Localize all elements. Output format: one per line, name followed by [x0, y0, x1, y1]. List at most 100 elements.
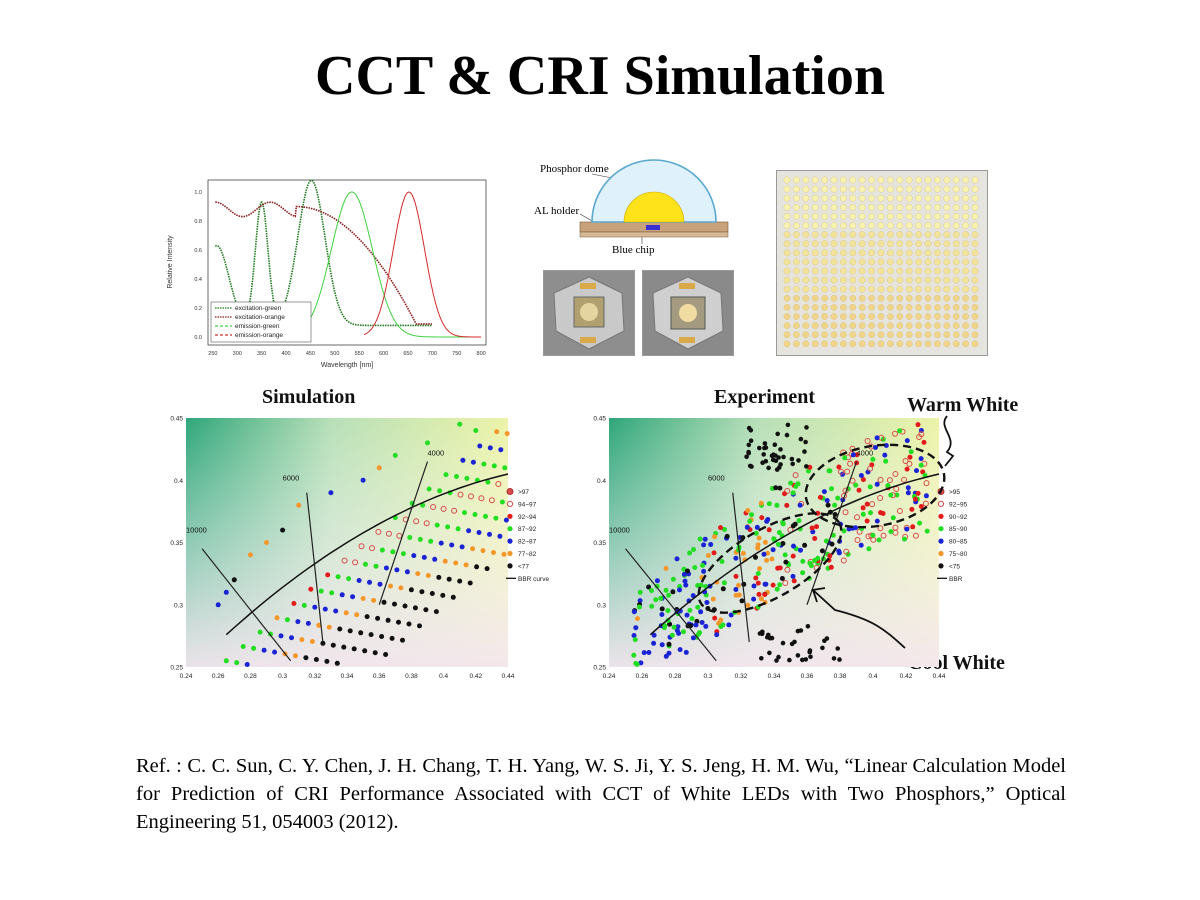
cri-point — [864, 438, 871, 444]
cri-point — [665, 608, 671, 614]
cri-point — [662, 623, 668, 629]
cri-point — [426, 486, 432, 492]
simulation-heading: Simulation — [262, 386, 356, 408]
cct-label-6000: 6000 — [708, 473, 725, 482]
cri-point — [312, 604, 318, 610]
cri-point — [485, 479, 491, 485]
legend-entry: 75~80 — [949, 551, 968, 558]
cri-point — [434, 522, 440, 528]
cri-point — [719, 559, 725, 564]
cri-point — [470, 546, 476, 552]
cri-point — [762, 592, 768, 597]
cri-point — [744, 524, 750, 530]
cri-point — [234, 660, 240, 666]
cri-point — [878, 510, 884, 516]
cri-point — [796, 458, 801, 463]
cri-point — [821, 489, 827, 495]
cri-point — [663, 587, 669, 593]
cri-point — [822, 638, 827, 644]
cri-point — [503, 517, 509, 523]
cri-point — [802, 449, 807, 454]
cri-point — [755, 571, 761, 576]
experiment-chart: 4000 6000 10000 0.24 0.26 0.28 0.3 0.32 0.34 0.3… — [593, 415, 968, 680]
cri-point — [247, 552, 253, 558]
legend-entry: 94~97 — [518, 501, 537, 508]
cri-point — [854, 514, 860, 521]
cri-point — [917, 520, 923, 526]
cri-point — [450, 594, 456, 600]
cri-point — [375, 615, 381, 621]
x-tick: 0.36 — [801, 673, 814, 680]
cri-point — [425, 440, 430, 446]
cri-point — [641, 650, 647, 656]
cri-point — [388, 583, 393, 589]
cri-point — [733, 592, 739, 598]
cri-point — [360, 477, 366, 483]
cri-point — [692, 565, 698, 570]
cri-point — [766, 501, 772, 507]
cri-point — [651, 640, 657, 646]
cri-point — [777, 582, 783, 588]
cri-point — [762, 581, 768, 587]
x-tick: 0.28 — [669, 673, 682, 680]
cri-point — [341, 557, 348, 564]
cri-point — [805, 624, 811, 629]
cri-point — [769, 556, 775, 562]
spectrum-legend-entry: emission-orange — [235, 332, 283, 339]
spectrum-y-ticks: 0.0 0.2 0.4 0.6 0.8 1.0 — [194, 190, 202, 341]
excitation-green-curve — [214, 179, 432, 327]
x-tick: 0.36 — [373, 673, 386, 680]
cri-point — [877, 525, 884, 532]
x-tick: 0.4 — [868, 673, 877, 680]
x-tick: 0.34 — [768, 673, 781, 680]
cri-point — [339, 592, 345, 598]
x-tick: 0.32 — [308, 673, 321, 680]
cri-point — [360, 596, 366, 601]
x-tick: 0.26 — [212, 673, 225, 680]
cri-point — [491, 463, 497, 469]
cri-point — [634, 661, 640, 667]
cri-point — [756, 535, 762, 541]
cri-point — [651, 632, 657, 638]
cri-point — [455, 526, 461, 532]
cri-point — [487, 445, 493, 451]
cri-point — [337, 626, 343, 632]
cri-point — [411, 553, 417, 559]
cri-point — [396, 619, 401, 625]
cri-point — [907, 454, 913, 460]
cri-point — [343, 610, 349, 616]
y-tick: 0.3 — [597, 602, 606, 609]
cri-point — [761, 452, 766, 457]
cri-point — [785, 422, 791, 428]
al-holder-label: AL holder — [534, 205, 579, 217]
cri-point — [394, 567, 400, 573]
spectrum-x-tick: 350 — [257, 351, 266, 357]
emission-orange-curve — [363, 191, 482, 338]
slide-title: CCT & CRI Simulation — [315, 45, 885, 107]
spectrum-curves — [214, 179, 482, 338]
cri-point — [775, 542, 781, 547]
cri-point — [329, 590, 335, 596]
y-tick: 0.35 — [593, 540, 606, 547]
cri-point — [333, 608, 339, 614]
cri-point — [284, 617, 290, 623]
cri-point — [753, 575, 759, 581]
cri-point — [407, 535, 413, 540]
x-tick: 0.42 — [469, 673, 482, 680]
cri-point — [823, 538, 829, 544]
cri-point — [840, 471, 845, 477]
cri-point — [840, 557, 847, 564]
cri-point — [488, 497, 495, 504]
cri-point — [764, 518, 770, 524]
cri-point — [328, 490, 334, 496]
legend-entry: >97 — [518, 489, 529, 496]
cri-point — [790, 573, 796, 579]
cri-point — [766, 632, 771, 638]
spectrum-legend-entry: excitation-green — [235, 305, 282, 312]
cri-point — [670, 576, 676, 582]
cri-point — [362, 648, 368, 654]
led-package-diagram: Phosphor dome AL holder Blue chip — [534, 159, 729, 256]
cri-point — [747, 518, 753, 524]
spectrum-x-tick: 550 — [355, 351, 364, 357]
cri-point — [760, 629, 765, 635]
